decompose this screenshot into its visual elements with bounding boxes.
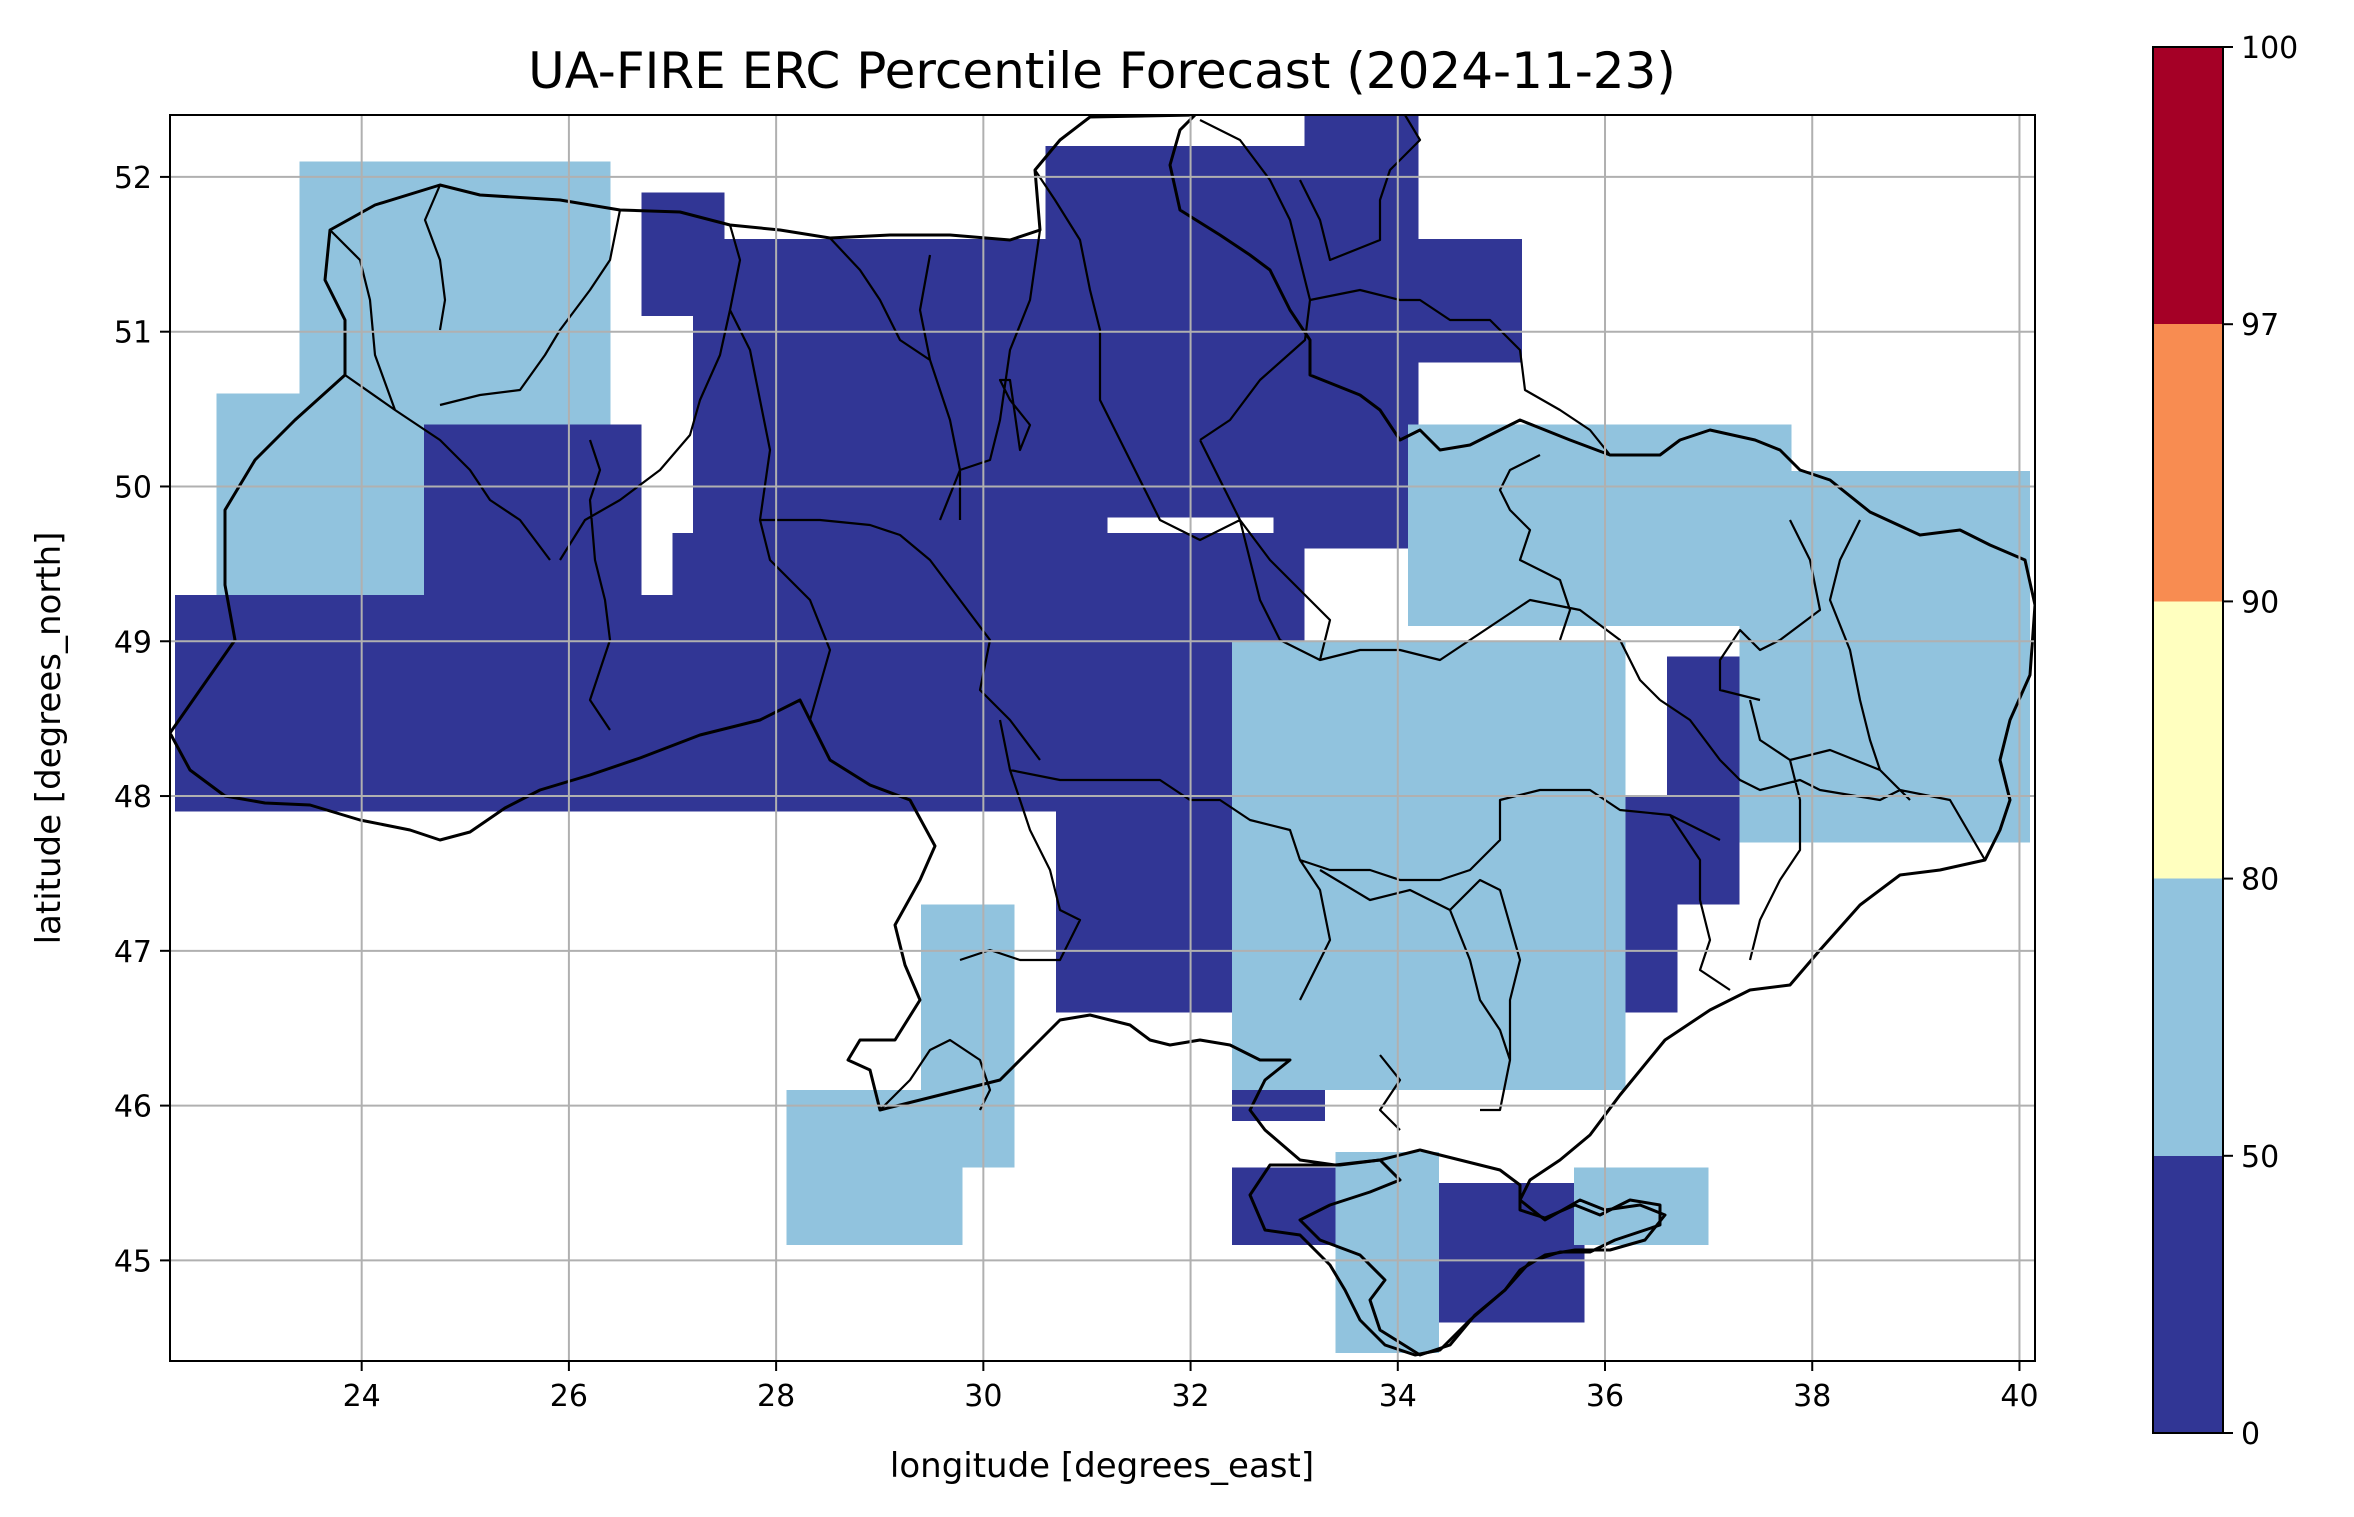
x-axis-ticks: 24 26 28 30 32 34 36 38 40: [343, 1361, 2039, 1414]
erc-region-10: [672, 532, 1305, 812]
erc-region-22: [786, 1090, 963, 1245]
y-axis-ticks: 45 46 47 48 49 50 51 52: [114, 161, 170, 1279]
erc-region-7: [1273, 378, 1409, 549]
country-and-oblast-borders: [170, 115, 2035, 1357]
x-tick-label: 36: [1586, 1379, 1624, 1414]
colorbar-band-50-80: [2153, 878, 2223, 1156]
oblast-borders: [329, 115, 1986, 1131]
colorbar-band-90-97: [2153, 324, 2223, 602]
y-axis-label: latitude [degrees_north]: [29, 532, 69, 945]
y-tick-label: 52: [114, 161, 152, 196]
erc-region-9: [423, 424, 642, 611]
erc-region-20: [1739, 471, 2030, 843]
gridlines: [170, 115, 2035, 1361]
erc-region-19: [1408, 424, 1792, 626]
y-tick-label: 49: [114, 625, 152, 660]
y-tick-label: 45: [114, 1244, 152, 1279]
map-axes: 24 26 28 30 32 34 36 38 40 45 46 47 48 49 50 51 52 long…: [29, 114, 2039, 1486]
y-tick-label: 48: [114, 780, 152, 815]
colorbar-tick-label: 90: [2241, 585, 2279, 620]
erc-region-15: [1667, 656, 1740, 905]
x-tick-label: 24: [343, 1379, 381, 1414]
erc-region-8: [175, 594, 704, 812]
x-tick-label: 26: [550, 1379, 588, 1414]
y-tick-label: 50: [114, 470, 152, 505]
colorbar-band-80-90: [2153, 601, 2223, 879]
erc-region-1: [216, 393, 404, 595]
colorbar-frame: [2152, 46, 2224, 1434]
colorbar-tick-label: 100: [2241, 31, 2298, 66]
erc-region-11: [1055, 796, 1243, 1013]
plot-frame: [169, 114, 2036, 1362]
erc-region-18: [1232, 641, 1626, 1091]
erc-region-3: [693, 238, 1108, 549]
ukraine-border: [170, 115, 2035, 1357]
colorbar-tick-label: 50: [2241, 1140, 2279, 1175]
y-tick-label: 46: [114, 1090, 152, 1125]
crimea-border: [1248, 1148, 1662, 1357]
colorbar-tick-label: 97: [2241, 308, 2279, 343]
erc-percentile-cells: [175, 115, 2030, 1354]
colorbar-tick-label: 0: [2241, 1417, 2260, 1452]
colorbar-tick-label: 80: [2241, 863, 2279, 898]
erc-region-6: [1408, 238, 1523, 363]
x-tick-label: 40: [2000, 1379, 2038, 1414]
y-tick-label: 51: [114, 316, 152, 351]
x-tick-label: 30: [964, 1379, 1002, 1414]
x-tick-label: 38: [1793, 1379, 1831, 1414]
chart-title: UA-FIRE ERC Percentile Forecast (2024-11…: [528, 42, 1676, 100]
colorbar: 0 50 80 90 97 100: [2152, 31, 2298, 1452]
colorbar-band-97-100: [2153, 47, 2223, 325]
x-axis-label: longitude [degrees_east]: [890, 1446, 1314, 1486]
y-tick-label: 47: [114, 935, 152, 970]
colorbar-band-0-50: [2153, 1155, 2223, 1433]
x-tick-label: 32: [1171, 1379, 1209, 1414]
x-tick-label: 34: [1379, 1379, 1417, 1414]
x-tick-label: 28: [757, 1379, 795, 1414]
